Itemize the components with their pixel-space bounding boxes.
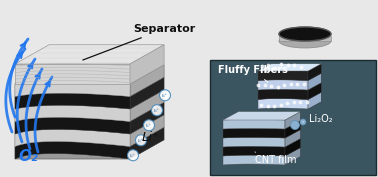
Polygon shape <box>308 64 321 81</box>
Text: Li⁺: Li⁺ <box>138 139 143 143</box>
Circle shape <box>144 120 155 131</box>
Text: Li⁺: Li⁺ <box>146 124 151 128</box>
Text: Li₂O₂: Li₂O₂ <box>303 114 333 124</box>
Text: Separator: Separator <box>83 24 195 60</box>
Polygon shape <box>15 65 49 159</box>
Ellipse shape <box>293 31 316 37</box>
Polygon shape <box>15 105 130 121</box>
Polygon shape <box>258 64 321 71</box>
Polygon shape <box>285 139 301 156</box>
Circle shape <box>160 90 170 101</box>
Polygon shape <box>279 36 331 41</box>
Polygon shape <box>223 112 301 120</box>
Polygon shape <box>223 155 285 165</box>
Polygon shape <box>285 121 301 138</box>
Text: CNT film: CNT film <box>255 152 296 165</box>
Polygon shape <box>285 148 301 165</box>
FancyBboxPatch shape <box>210 60 376 175</box>
Circle shape <box>152 105 163 116</box>
Polygon shape <box>15 93 130 109</box>
Ellipse shape <box>282 28 328 40</box>
Circle shape <box>291 121 299 130</box>
Polygon shape <box>15 45 164 64</box>
Polygon shape <box>223 119 285 129</box>
Polygon shape <box>15 64 130 84</box>
Polygon shape <box>258 80 308 90</box>
Text: Li⁺: Li⁺ <box>130 154 135 158</box>
Circle shape <box>135 135 147 146</box>
Ellipse shape <box>285 28 325 39</box>
Polygon shape <box>285 130 301 147</box>
Ellipse shape <box>288 29 322 39</box>
Ellipse shape <box>279 34 331 48</box>
Polygon shape <box>223 128 285 138</box>
Circle shape <box>127 150 138 161</box>
Polygon shape <box>258 70 308 81</box>
Text: Fluffy Fibers: Fluffy Fibers <box>218 65 288 82</box>
Polygon shape <box>223 146 285 156</box>
Ellipse shape <box>279 27 331 41</box>
Polygon shape <box>130 45 164 84</box>
Polygon shape <box>130 65 164 96</box>
Text: O₂: O₂ <box>18 149 38 164</box>
Polygon shape <box>223 137 285 147</box>
Text: Li⁺: Li⁺ <box>142 131 160 144</box>
Text: Li⁺: Li⁺ <box>153 109 160 113</box>
Ellipse shape <box>291 30 319 38</box>
Polygon shape <box>308 73 321 90</box>
Circle shape <box>300 119 306 125</box>
Polygon shape <box>258 99 308 109</box>
Ellipse shape <box>299 32 311 36</box>
Polygon shape <box>130 127 164 159</box>
Polygon shape <box>130 77 164 109</box>
Polygon shape <box>15 129 130 147</box>
Polygon shape <box>15 141 130 159</box>
Polygon shape <box>285 112 301 129</box>
Polygon shape <box>308 83 321 99</box>
Ellipse shape <box>279 27 331 41</box>
Polygon shape <box>130 90 164 121</box>
Ellipse shape <box>302 33 308 35</box>
Polygon shape <box>258 89 308 99</box>
Polygon shape <box>308 92 321 109</box>
Polygon shape <box>15 81 130 96</box>
Polygon shape <box>130 115 164 147</box>
Polygon shape <box>15 117 130 134</box>
Text: Li⁺: Li⁺ <box>161 94 167 98</box>
Ellipse shape <box>296 32 314 36</box>
Polygon shape <box>15 140 164 159</box>
Polygon shape <box>130 102 164 134</box>
